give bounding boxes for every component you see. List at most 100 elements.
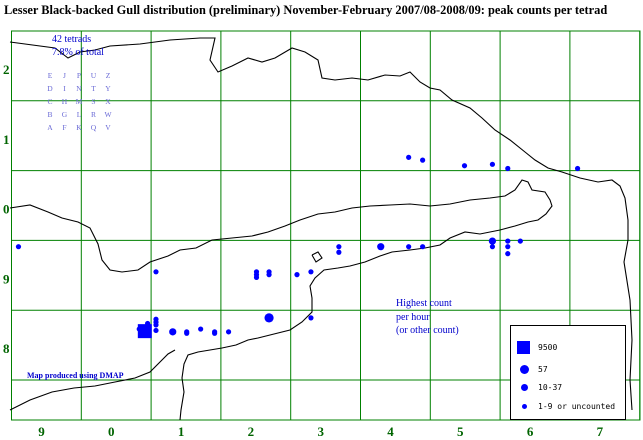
- record-point: [137, 324, 152, 339]
- record-point: [198, 326, 204, 332]
- tetrad-letter: J: [63, 71, 66, 80]
- x-tick-label: 6: [527, 424, 534, 439]
- record-point: [461, 163, 468, 169]
- legend-item-small-dot: 1-9 or uncounted: [511, 398, 625, 416]
- record-point: [377, 243, 385, 251]
- legend-item-large-dot: 57: [511, 361, 625, 379]
- map-legend: 9500 57 10-37 1-9 or uncounted: [510, 325, 626, 420]
- record-point: [153, 327, 159, 334]
- y-tick-label: 1: [3, 132, 10, 147]
- legend-label: 1-9 or uncounted: [538, 402, 616, 411]
- record-point: [420, 157, 426, 163]
- map-credit: Map produced using DMAP: [27, 371, 124, 380]
- record-point: [308, 315, 314, 321]
- legend-label: 10-37: [538, 383, 563, 392]
- tetrad-letter: N: [76, 84, 82, 93]
- highest-count-line: (or other count): [396, 325, 459, 336]
- x-tick-label: 4: [387, 424, 394, 439]
- record-point: [505, 244, 511, 250]
- legend-item-medium-dot: 10-37: [511, 379, 625, 397]
- record-point: [517, 238, 523, 244]
- record-point: [505, 165, 511, 172]
- tetrad-letter: G: [61, 110, 68, 119]
- legend-item-square: 9500: [511, 339, 625, 357]
- map-title: Lesser Black-backed Gull distribution (p…: [4, 3, 608, 17]
- tetrad-letter: S: [91, 97, 96, 106]
- tetrad-letter: B: [47, 110, 53, 119]
- tetrad-letter: X: [105, 97, 111, 106]
- tetrad-letter: W: [104, 110, 112, 119]
- record-points: [15, 154, 581, 339]
- tetrad-letter: E: [47, 71, 53, 80]
- record-point: [489, 161, 496, 167]
- y-tick-label: 8: [3, 341, 10, 356]
- legend-small-dot-symbol: [522, 404, 527, 409]
- y-tick-label: 0: [3, 202, 10, 217]
- tetrad-letter: F: [62, 123, 67, 132]
- record-point: [184, 330, 190, 336]
- tetrad-letter: Y: [105, 84, 111, 93]
- record-point: [294, 272, 300, 278]
- summary-box: 42 tetrads 7.8% of total: [52, 33, 104, 59]
- x-tick-label: 9: [38, 424, 45, 439]
- record-point: [505, 238, 511, 244]
- record-point: [488, 237, 497, 245]
- record-point: [505, 251, 511, 257]
- tetrad-letter: Q: [90, 123, 97, 132]
- legend-large-dot-symbol: [520, 365, 529, 374]
- x-tick-label: 3: [317, 424, 324, 439]
- tetrad-letter: T: [91, 84, 96, 93]
- record-point: [225, 329, 232, 335]
- boundary-estuary-south: [9, 349, 176, 411]
- x-tick-label: 2: [248, 424, 255, 439]
- legend-label: 57: [538, 365, 548, 374]
- highest-count-line: Highest count: [396, 298, 452, 309]
- record-point: [266, 272, 272, 278]
- boundary-outer-north: [9, 37, 633, 411]
- record-point: [264, 313, 274, 323]
- tetrad-letter: I: [63, 84, 66, 93]
- tetrad-letter: R: [90, 110, 96, 119]
- tetrad-letter: K: [76, 123, 82, 132]
- tetrad-letter: M: [75, 97, 83, 106]
- tetrad-letter: L: [76, 110, 82, 119]
- tetrad-letter: V: [105, 123, 111, 132]
- boundary-inlet: [311, 251, 323, 263]
- grid-frame: [11, 30, 641, 421]
- record-point: [253, 274, 260, 280]
- record-point: [406, 154, 412, 160]
- tetrad-letter: Z: [105, 71, 111, 80]
- highest-count-line: per hour: [396, 311, 430, 323]
- record-point: [489, 244, 496, 250]
- legend-medium-dot-symbol: [521, 384, 528, 391]
- legend-square-symbol: [517, 341, 530, 354]
- record-point: [153, 269, 159, 275]
- x-tick-label: 5: [457, 424, 464, 439]
- tetrad-letter: C: [47, 97, 53, 106]
- record-point: [336, 244, 342, 250]
- record-point: [153, 322, 159, 328]
- record-point: [212, 330, 218, 336]
- tetrad-letter: D: [47, 84, 53, 93]
- tetrad-letter: A: [47, 123, 53, 132]
- record-point: [406, 244, 412, 250]
- record-point: [169, 328, 177, 336]
- record-point: [15, 244, 22, 250]
- y-tick-label: 2: [3, 62, 10, 77]
- coastline-boundary: [9, 37, 633, 421]
- percent-of-total: 7.8% of total: [52, 47, 104, 58]
- x-tick-label: 1: [178, 424, 185, 439]
- tetrad-letter: H: [61, 97, 68, 106]
- x-tick-label: 7: [597, 424, 604, 439]
- y-tick-label: 9: [3, 271, 10, 286]
- highest-count-note: Highest count per hour (or other count): [396, 297, 459, 338]
- tetrad-letter: U: [90, 71, 97, 80]
- record-point: [574, 165, 581, 172]
- x-tick-label: 0: [108, 424, 115, 439]
- record-point: [308, 269, 314, 275]
- boundary-coast-main: [9, 179, 553, 421]
- record-point: [420, 244, 426, 250]
